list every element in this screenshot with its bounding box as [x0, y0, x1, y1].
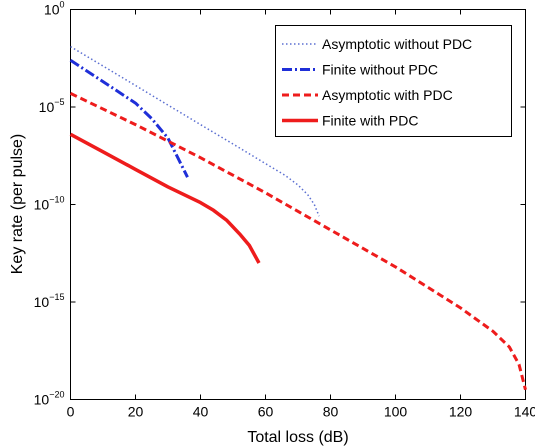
y-tick-label: 10−5 [39, 97, 65, 115]
x-tick-label: 140 [514, 404, 535, 420]
x-tick-label: 20 [128, 404, 144, 420]
series-line-2 [69, 92, 527, 391]
y-tick-label: 10−10 [34, 195, 65, 213]
y-tick-labels: 100 10−5 10−10 10−15 10−20 [34, 0, 65, 408]
legend-label: Finite without PDC [322, 62, 438, 78]
series-lines [69, 45, 527, 391]
legend: Asymptotic without PDC Finite without PDC… [275, 25, 512, 137]
y-tick-label: 10−15 [34, 292, 65, 310]
x-tick-label: 80 [323, 404, 339, 420]
legend-label: Finite with PDC [322, 113, 418, 129]
x-tick-label: 0 [67, 404, 75, 420]
series-line-3 [69, 132, 261, 264]
x-tick-label: 40 [193, 404, 209, 420]
y-axis-title: Key rate (per pulse) [9, 134, 26, 275]
x-tick-label: 120 [449, 404, 473, 420]
legend-label: Asymptotic with PDC [322, 87, 453, 103]
legend-label: Asymptotic without PDC [322, 36, 472, 52]
x-tick-label: 100 [384, 404, 408, 420]
x-tick-label: 60 [258, 404, 274, 420]
series-line-1 [69, 58, 189, 178]
y-tick-label: 10−20 [34, 390, 65, 408]
axis-ticks [70, 9, 526, 400]
x-axis-title: Total loss (dB) [247, 429, 348, 446]
series-line-0 [70, 45, 320, 217]
y-tick-label: 100 [44, 0, 65, 18]
x-tick-labels: 0 20 40 60 80 100 120 140 [67, 404, 535, 420]
